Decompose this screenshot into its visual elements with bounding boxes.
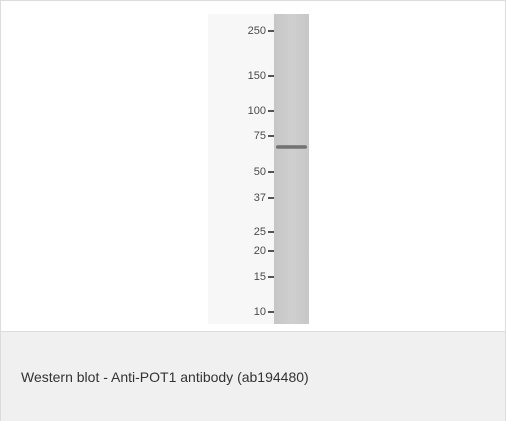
caption-area: Western blot - Anti-POT1 antibody (ab194… bbox=[1, 331, 505, 421]
protein-band bbox=[276, 145, 307, 150]
marker-tick bbox=[268, 250, 274, 253]
marker-label: 75 bbox=[253, 130, 266, 143]
marker-label: 100 bbox=[247, 104, 266, 117]
marker-10: 10 bbox=[254, 306, 274, 318]
marker-label: 37 bbox=[253, 191, 266, 204]
marker-15: 15 bbox=[254, 271, 274, 283]
marker-tick bbox=[268, 311, 274, 313]
marker-tick bbox=[268, 30, 274, 32]
marker-label: 20 bbox=[253, 245, 266, 258]
marker-tick bbox=[268, 74, 274, 77]
marker-25: 25 bbox=[254, 226, 274, 238]
figure-image-area: 250 150 100 75 50 37 25 20 15 10 bbox=[1, 1, 505, 331]
blot-lane bbox=[274, 14, 309, 324]
marker-50: 50 bbox=[254, 166, 274, 178]
western-blot-image: 250 150 100 75 50 37 25 20 15 10 bbox=[208, 14, 309, 324]
marker-ladder bbox=[208, 14, 274, 324]
marker-20: 20 bbox=[254, 245, 274, 257]
marker-label: 50 bbox=[253, 165, 266, 178]
marker-250: 250 bbox=[248, 25, 274, 37]
marker-label: 150 bbox=[247, 69, 266, 82]
marker-label: 10 bbox=[253, 306, 266, 318]
marker-37: 37 bbox=[254, 192, 274, 204]
marker-tick bbox=[268, 196, 274, 199]
marker-tick bbox=[268, 231, 274, 233]
marker-150: 150 bbox=[248, 70, 274, 82]
marker-tick bbox=[268, 135, 274, 138]
marker-100: 100 bbox=[248, 105, 274, 117]
marker-label: 15 bbox=[253, 270, 266, 283]
marker-label: 250 bbox=[247, 25, 266, 37]
marker-tick bbox=[268, 170, 274, 173]
marker-75: 75 bbox=[254, 130, 274, 142]
marker-tick bbox=[268, 109, 274, 112]
figure-caption: Western blot - Anti-POT1 antibody (ab194… bbox=[21, 369, 309, 385]
marker-tick bbox=[268, 275, 274, 278]
marker-label: 25 bbox=[253, 226, 266, 238]
